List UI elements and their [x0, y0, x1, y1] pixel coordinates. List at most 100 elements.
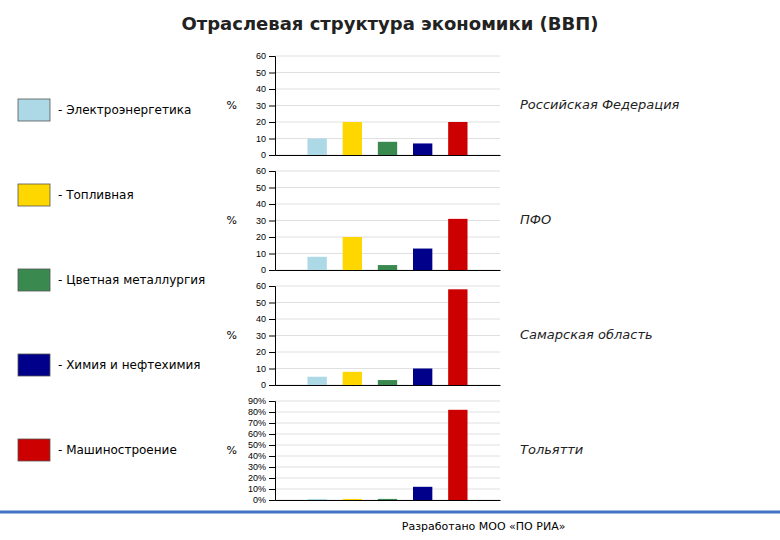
- y-tick: 0: [261, 265, 275, 275]
- y-axis: 0102030405060: [256, 281, 276, 390]
- y-tick: 60: [256, 51, 275, 61]
- grid-line: [275, 401, 500, 402]
- y-tick-mark: [269, 122, 275, 123]
- y-axis-line: [269, 287, 276, 386]
- y-tick-label: 10%: [248, 484, 266, 494]
- legend-label: - Цветная металлургия: [58, 273, 205, 287]
- grid: [275, 56, 500, 155]
- y-tick: 30%: [248, 462, 275, 472]
- bar: [343, 122, 362, 155]
- x-axis: [276, 500, 501, 502]
- chart-title: ПФО: [520, 212, 551, 227]
- y-tick-label: 0: [261, 265, 266, 275]
- bar: [307, 499, 326, 500]
- bar: [413, 369, 432, 386]
- x-axis: [276, 385, 501, 387]
- y-tick: 40: [256, 84, 275, 94]
- y-tick: 20%: [248, 473, 275, 483]
- y-tick: 90%: [248, 396, 275, 406]
- y-tick-label: 30: [256, 216, 266, 226]
- y-tick: 30: [256, 216, 275, 226]
- chart-title: Российская Федерация: [520, 97, 680, 112]
- y-tick: 10: [256, 364, 275, 374]
- legend-item: - Электроэнергетика: [18, 99, 191, 121]
- grid-line: [275, 105, 500, 106]
- y-tick: 0%: [253, 495, 275, 505]
- y-tick: 50: [256, 183, 275, 193]
- y-tick-label: 40: [256, 84, 266, 94]
- y-tick-label: 0%: [253, 495, 266, 505]
- y-tick: 60: [256, 166, 275, 176]
- legend-swatch: [18, 99, 50, 121]
- chart-panel: 0%10%20%30%40%50%60%70%80%90%%Тольятти: [227, 396, 584, 505]
- bar: [307, 139, 326, 156]
- y-tick: 30: [256, 331, 275, 341]
- y-tick: 80%: [248, 407, 275, 417]
- bar: [307, 377, 326, 385]
- y-tick-label: 0: [261, 150, 266, 160]
- y-tick-mark: [269, 401, 275, 402]
- grid: [275, 401, 500, 500]
- y-tick: 40: [256, 199, 275, 209]
- legend-swatch: [18, 269, 50, 291]
- title: Отраслевая структура экономики (ВВП): [181, 13, 598, 34]
- y-tick-label: 90%: [248, 396, 266, 406]
- legend-item: - Цветная металлургия: [18, 269, 205, 291]
- y-tick-label: 0: [261, 380, 266, 390]
- bar: [378, 265, 397, 270]
- y-tick-label: 40: [256, 314, 266, 324]
- x-axis-line: [276, 155, 501, 156]
- y-tick-label: 20: [256, 232, 266, 242]
- y-tick-label: 30: [256, 101, 266, 111]
- y-tick: 40: [256, 314, 275, 324]
- legend-swatch: [18, 354, 50, 376]
- grid-line: [275, 204, 500, 205]
- legend-label: - Машиностроение: [58, 443, 177, 457]
- y-tick-mark: [269, 336, 275, 337]
- legend-label: - Топливная: [58, 188, 134, 202]
- y-tick-mark: [269, 478, 275, 479]
- x-axis: [276, 155, 501, 157]
- bar: [378, 380, 397, 385]
- y-tick-mark: [269, 385, 275, 386]
- y-tick: 20: [256, 117, 275, 127]
- y-tick: 10: [256, 249, 275, 259]
- bar: [413, 143, 432, 155]
- chart-root: Отраслевая структура экономики (ВВП) 0 10 2…: [0, 0, 780, 540]
- legend-item: - Машиностроение: [18, 439, 177, 461]
- y-tick-mark: [269, 221, 275, 222]
- chart-panel: 0102030405060%Самарская область: [227, 281, 653, 390]
- grid-line: [275, 286, 500, 287]
- y-tick-label: 30: [256, 331, 266, 341]
- bar: [448, 219, 467, 270]
- bars: [307, 410, 467, 500]
- grid-line: [275, 56, 500, 57]
- y-tick-label: 80%: [248, 407, 266, 417]
- y-axis: 0102030405060: [256, 51, 276, 160]
- x-axis-line: [276, 500, 501, 501]
- y-axis-label: %: [227, 444, 237, 457]
- grid-line: [275, 89, 500, 90]
- grid: [275, 171, 500, 270]
- y-tick-mark: [269, 500, 275, 501]
- y-axis: 0%10%20%30%40%50%60%70%80%90%: [248, 396, 276, 505]
- y-tick-label: 30%: [248, 462, 266, 472]
- legend-label: - Электроэнергетика: [58, 103, 191, 117]
- y-axis-label: %: [227, 99, 237, 112]
- y-tick-label: 40: [256, 199, 266, 209]
- chart-title: Тольятти: [520, 442, 583, 457]
- y-axis-line: [269, 402, 276, 501]
- y-tick-label: 60%: [248, 429, 266, 439]
- grid-line: [275, 187, 500, 188]
- y-axis-label: %: [227, 329, 237, 342]
- y-tick-mark: [269, 254, 275, 255]
- y-axis-line: [269, 172, 276, 271]
- y-tick-mark: [269, 139, 275, 140]
- chart-panel: 0102030405060%Российская Федерация: [227, 51, 680, 160]
- y-tick-mark: [269, 188, 275, 189]
- legend-item: - Химия и нефтехимия: [18, 354, 201, 376]
- y-tick-label: 50%: [248, 440, 266, 450]
- y-tick: 30: [256, 101, 275, 111]
- y-tick-mark: [269, 456, 275, 457]
- y-tick-mark: [269, 303, 275, 304]
